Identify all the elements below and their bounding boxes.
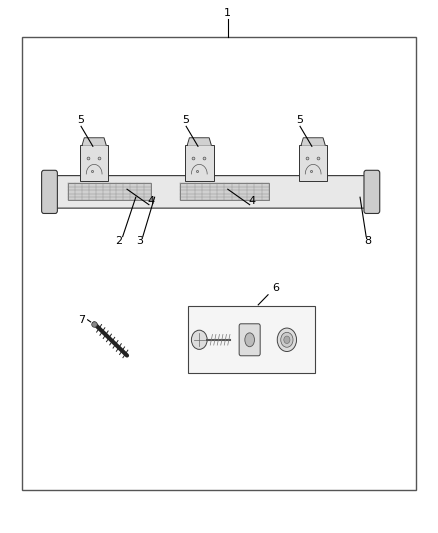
Text: 6: 6 [272,283,279,293]
Circle shape [284,336,290,344]
FancyBboxPatch shape [42,171,57,213]
Text: 8: 8 [364,236,371,246]
Text: 7: 7 [78,315,85,325]
Text: 3: 3 [136,236,143,246]
FancyBboxPatch shape [364,171,380,213]
Text: 2: 2 [115,236,122,246]
Bar [188,306,315,373]
Bar [185,145,214,181]
Circle shape [191,330,207,350]
Ellipse shape [245,333,254,346]
Circle shape [277,328,297,352]
Text: 4: 4 [248,197,255,206]
Text: 5: 5 [183,115,190,125]
Bar [68,183,151,200]
Text: 5: 5 [297,115,304,125]
FancyBboxPatch shape [239,324,260,356]
FancyBboxPatch shape [45,175,376,208]
Circle shape [281,333,293,348]
Bar [180,183,269,200]
Bar [22,37,416,490]
Bar [80,145,109,181]
Bar [299,145,328,181]
Text: 4: 4 [148,197,155,206]
Text: 1: 1 [224,7,231,18]
Text: 5: 5 [78,115,85,125]
